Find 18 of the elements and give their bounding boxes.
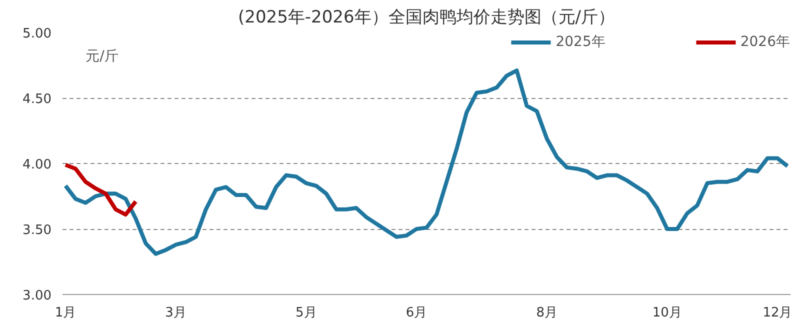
chart-title: (2025年-2026年）全国肉鸭均价走势图（元/斤）: [238, 8, 616, 28]
x-tick-label: 5月: [296, 306, 317, 320]
x-tick-label: 8月: [536, 306, 558, 320]
y-tick-label: 4.00: [22, 158, 52, 172]
x-tick-label: 10月: [652, 306, 682, 320]
x-tick-label: 6月: [406, 306, 428, 320]
x-tick-label: 12月: [762, 306, 792, 320]
line-series: [64, 68, 790, 256]
y-axis-title: 元/斤: [86, 48, 118, 64]
x-tick-label: 1月: [54, 306, 76, 320]
y-tick-label: 3.00: [22, 288, 52, 304]
y-tick-label: 5.00: [22, 26, 52, 42]
y-tick-label: 3.50: [22, 223, 52, 238]
legend-label: 2026年: [740, 33, 790, 51]
y-tick-label: 4.50: [22, 92, 52, 107]
x-tick-label: 3月: [165, 306, 186, 320]
line-series: [64, 162, 138, 217]
legend-label: 2025年: [556, 33, 606, 51]
